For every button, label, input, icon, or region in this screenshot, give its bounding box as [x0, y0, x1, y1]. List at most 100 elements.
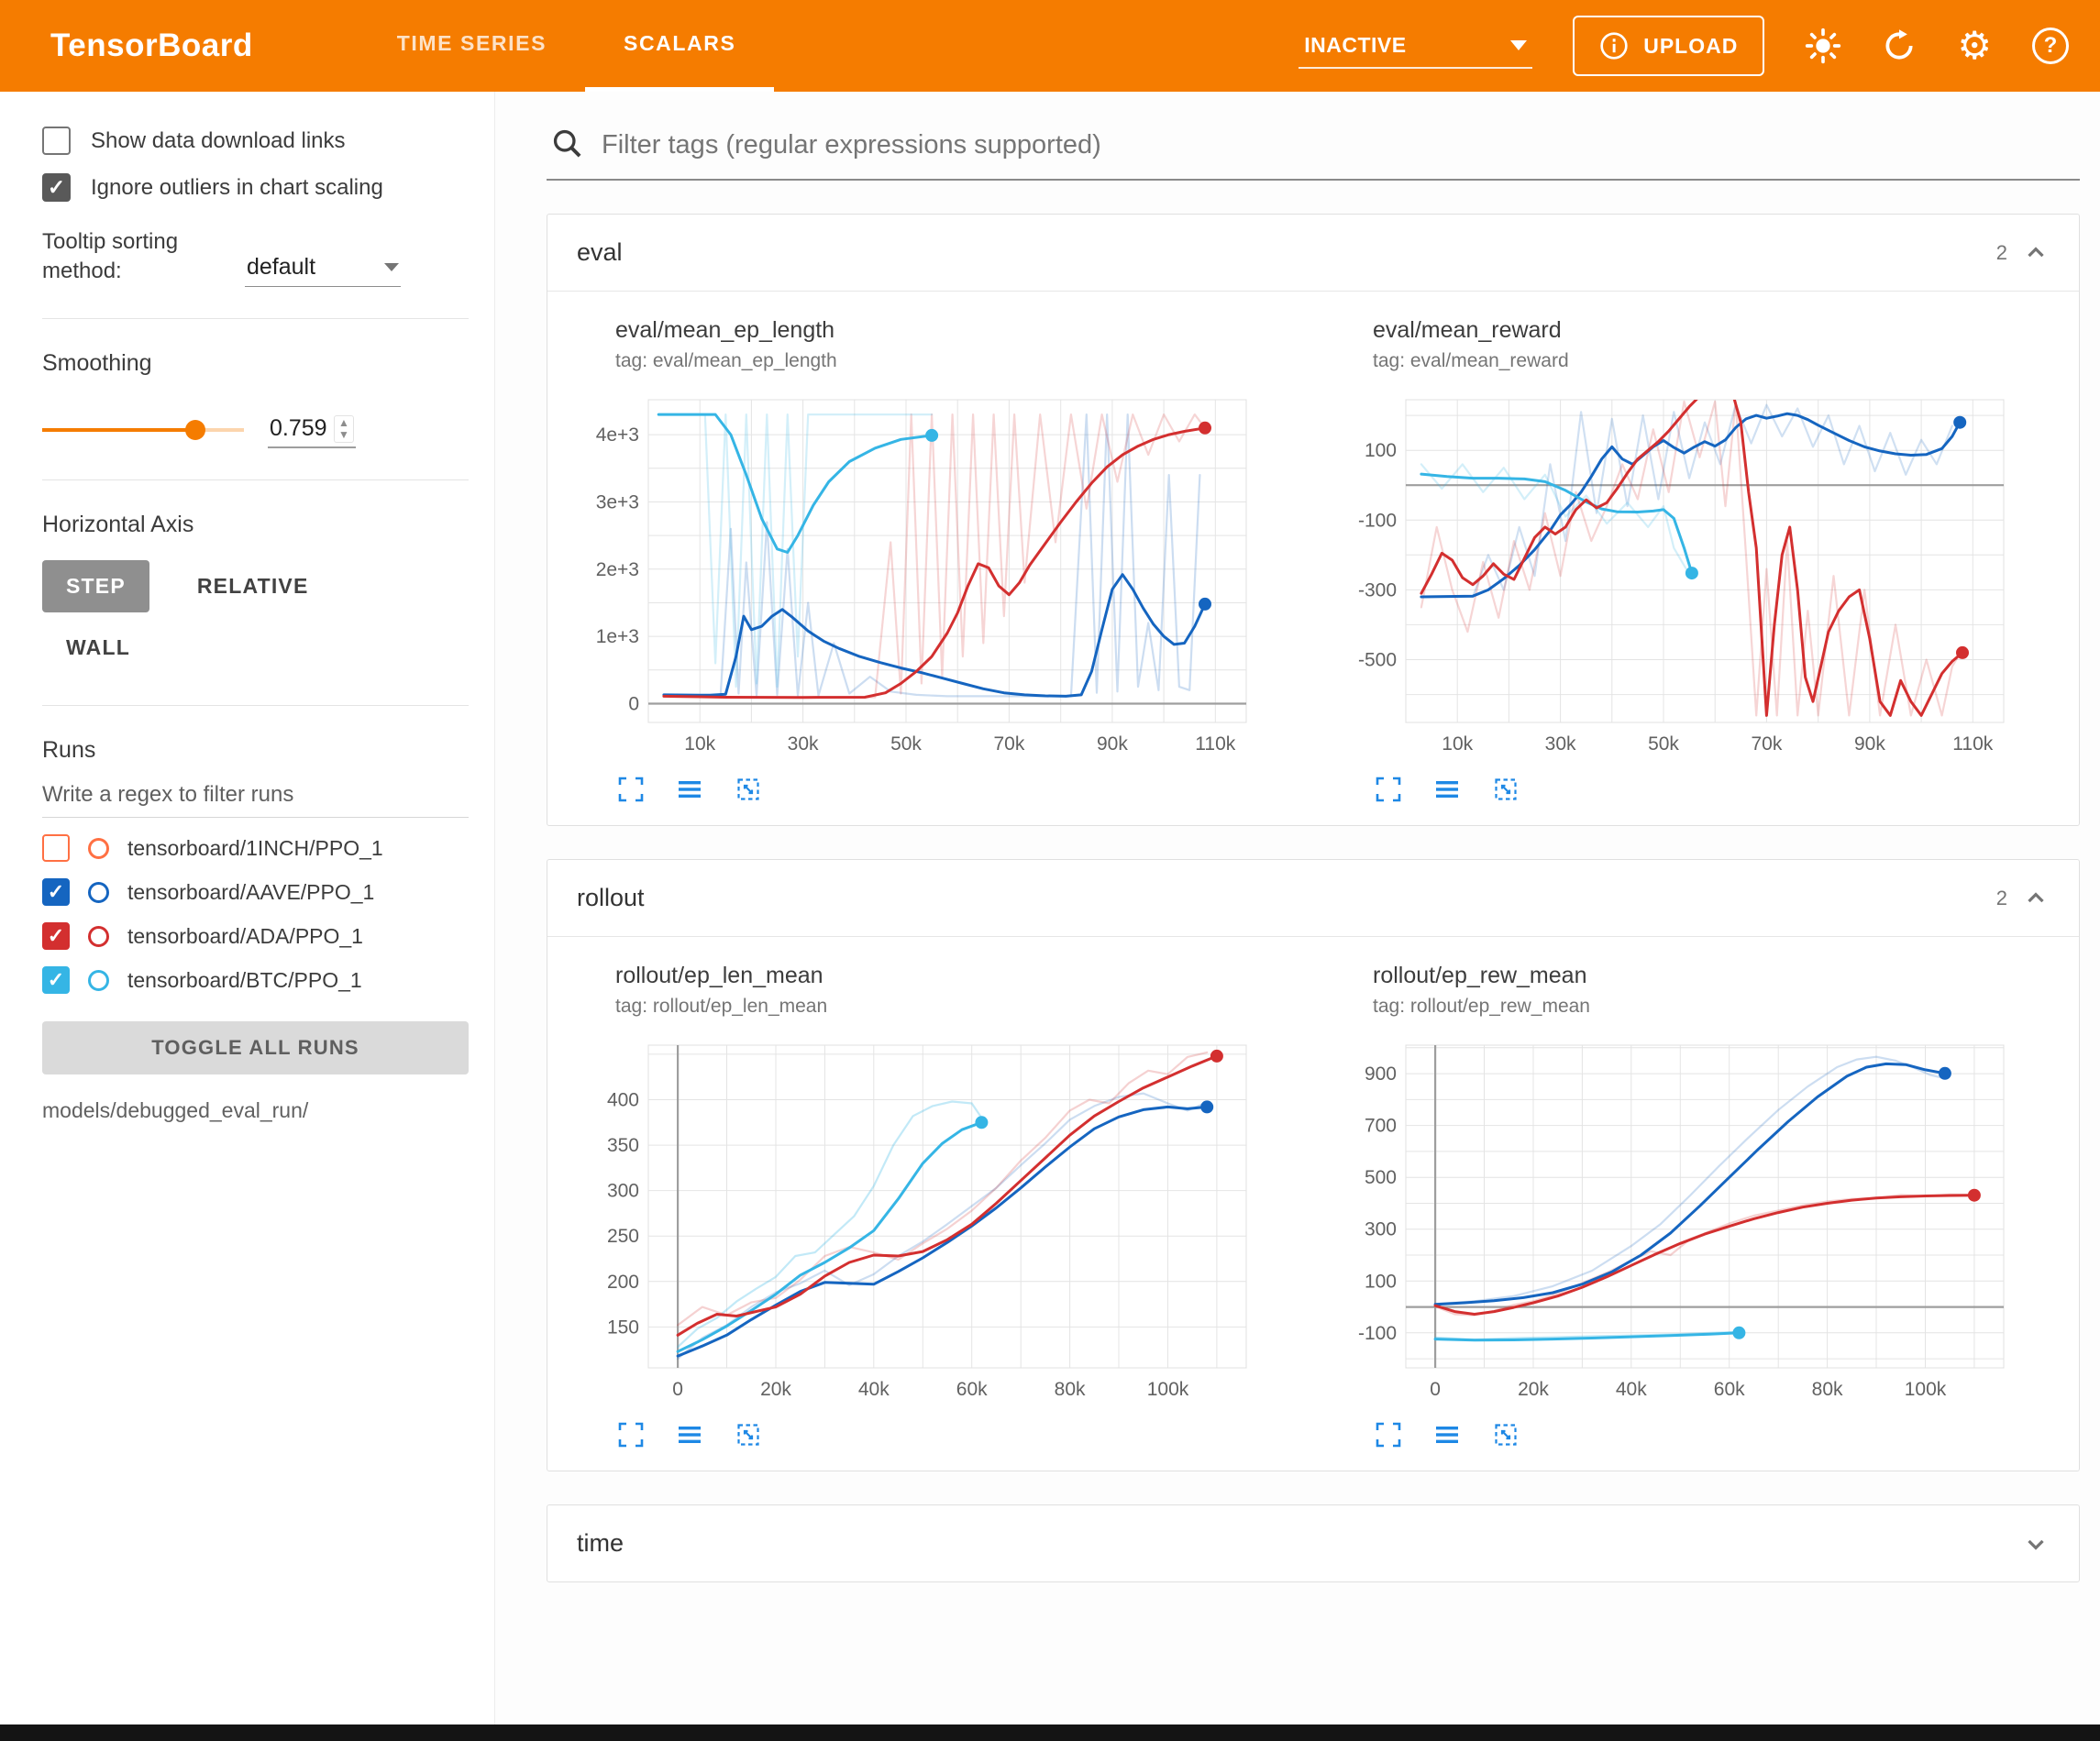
run-row-btc[interactable]: ✓ tensorboard/BTC/PPO_1 [42, 966, 469, 995]
run-color-circle [88, 837, 109, 859]
svg-text:150: 150 [607, 1317, 639, 1338]
svg-text:0: 0 [628, 694, 639, 715]
run-checkbox[interactable]: ✓ [42, 922, 70, 951]
run-row-aave[interactable]: ✓ tensorboard/AAVE/PPO_1 [42, 878, 469, 907]
chart-rollout-ep-rew-mean: rollout/ep_rew_mean tag: rollout/ep_rew_… [1340, 963, 2037, 1454]
chart-tag: tag: rollout/ep_rew_mean [1373, 996, 1590, 1017]
smoothing-slider[interactable] [42, 419, 244, 440]
collapse-chevron-icon[interactable] [2022, 1530, 2050, 1558]
svg-text:-500: -500 [1358, 650, 1397, 671]
run-label: tensorboard/AAVE/PPO_1 [127, 879, 375, 904]
upload-button-label: UPLOAD [1643, 33, 1739, 58]
svg-text:200: 200 [607, 1272, 639, 1293]
fit-domain-icon[interactable] [1492, 1421, 1520, 1449]
info-icon [1599, 31, 1629, 61]
tab-scalars[interactable]: SCALARS [585, 0, 775, 92]
status-dropdown[interactable]: INACTIVE [1299, 24, 1533, 69]
collapse-chevron-icon[interactable] [2022, 239, 2050, 267]
show-download-links-row[interactable]: Show data download links [42, 127, 469, 155]
svg-text:4e+3: 4e+3 [596, 424, 639, 446]
log-scale-lines-icon[interactable] [1433, 1421, 1461, 1449]
chart-eval-mean-reward: eval/mean_reward tag: eval/mean_reward 1… [1340, 317, 2037, 809]
run-checkbox[interactable] [42, 834, 70, 863]
run-row-ada[interactable]: ✓ tensorboard/ADA/PPO_1 [42, 922, 469, 951]
upload-button[interactable]: UPLOAD [1573, 16, 1765, 76]
card-time-header[interactable]: time [547, 1505, 2079, 1581]
svg-text:70k: 70k [993, 733, 1024, 755]
svg-text:90k: 90k [1854, 733, 1885, 755]
line-chart[interactable]: 10k 30k 50k 70k 90k 110k 100 -100 -300 -500 [1340, 387, 2018, 763]
chart-title: eval/mean_ep_length [615, 317, 835, 343]
smoothing-slider-knob[interactable] [185, 419, 206, 440]
line-chart[interactable]: 0 20k 40k 60k 80k 100k -100 100 300 500 700 900 [1340, 1032, 2018, 1408]
settings-sidebar: Show data download links ✓ Ignore outlie… [0, 92, 495, 1724]
collapse-chevron-icon[interactable] [2022, 885, 2050, 912]
card-time: time [547, 1504, 2080, 1582]
smoothing-value-input[interactable] [270, 415, 330, 443]
svg-text:250: 250 [607, 1226, 639, 1247]
runs-filter-input[interactable] [42, 769, 469, 819]
line-chart[interactable]: 0 20k 40k 60k 80k 100k 150 200 250 300 350 400 [582, 1032, 1261, 1408]
svg-text:3e+3: 3e+3 [596, 492, 639, 513]
toggle-all-runs-button[interactable]: TOGGLE ALL RUNS [42, 1021, 469, 1075]
svg-text:30k: 30k [788, 733, 819, 755]
tooltip-sorting-dropdown[interactable]: default [245, 248, 401, 287]
chart-title: rollout/ep_len_mean [615, 963, 823, 988]
expand-chart-icon[interactable] [617, 1421, 645, 1449]
axis-step-button[interactable]: STEP [42, 560, 149, 613]
expand-chart-icon[interactable] [1375, 776, 1402, 803]
show-download-links-checkbox[interactable] [42, 127, 71, 155]
run-checkbox[interactable]: ✓ [42, 878, 70, 907]
help-icon[interactable]: ? [2032, 28, 2069, 64]
runs-label: Runs [42, 737, 96, 764]
card-title: eval [577, 238, 623, 266]
svg-text:2e+3: 2e+3 [596, 559, 639, 580]
svg-text:300: 300 [607, 1181, 639, 1202]
axis-relative-button[interactable]: RELATIVE [196, 574, 309, 599]
chevron-down-icon [384, 262, 399, 271]
svg-text:50k: 50k [890, 733, 922, 755]
smoothing-spinner[interactable]: ▲ ▼ [334, 414, 354, 444]
svg-text:-100: -100 [1358, 510, 1397, 531]
card-eval: eval 2 eval/mean_ep_length tag: eval/mea… [547, 214, 2080, 826]
svg-text:100k: 100k [1147, 1379, 1189, 1400]
scalars-main-panel: eval 2 eval/mean_ep_length tag: eval/mea… [495, 92, 2100, 1724]
filter-tags-input[interactable] [602, 130, 2076, 160]
fit-domain-icon[interactable] [735, 1421, 762, 1449]
svg-text:900: 900 [1365, 1063, 1397, 1085]
chart-title: rollout/ep_rew_mean [1373, 963, 1587, 988]
run-checkbox[interactable]: ✓ [42, 966, 70, 995]
log-scale-lines-icon[interactable] [1433, 776, 1461, 803]
svg-text:1e+3: 1e+3 [596, 626, 639, 647]
ignore-outliers-label: Ignore outliers in chart scaling [91, 174, 383, 200]
smoothing-slider-fill [42, 427, 196, 432]
svg-text:20k: 20k [1518, 1379, 1549, 1400]
show-download-links-label: Show data download links [91, 127, 346, 153]
svg-text:0: 0 [672, 1379, 683, 1400]
status-dropdown-value: INACTIVE [1304, 32, 1407, 57]
brightness-icon[interactable] [1805, 28, 1841, 64]
horizontal-axis-label: Horizontal Axis [42, 512, 194, 538]
chart-tag: tag: eval/mean_ep_length [615, 350, 837, 371]
log-scale-lines-icon[interactable] [676, 776, 703, 803]
expand-chart-icon[interactable] [617, 776, 645, 803]
line-chart[interactable]: 10k 30k 50k 70k 90k 110k 0 1e+3 2e+3 3e+3 4e+3 [582, 387, 1261, 763]
tab-time-series[interactable]: TIME SERIES [396, 31, 547, 55]
expand-chart-icon[interactable] [1375, 1421, 1402, 1449]
tooltip-sorting-label: Tooltip sorting method: [42, 229, 179, 284]
ignore-outliers-row[interactable]: ✓ Ignore outliers in chart scaling [42, 173, 469, 202]
fit-domain-icon[interactable] [1492, 776, 1520, 803]
bottom-edge-strip [0, 1724, 2100, 1741]
run-row-1inch[interactable]: tensorboard/1INCH/PPO_1 [42, 834, 469, 863]
ignore-outliers-checkbox[interactable]: ✓ [42, 173, 71, 202]
refresh-icon[interactable] [1882, 28, 1917, 63]
run-label: tensorboard/BTC/PPO_1 [127, 967, 362, 992]
run-color-circle [88, 881, 109, 903]
card-rollout-header[interactable]: rollout 2 [547, 860, 2079, 937]
runs-base-dir-label: models/debugged_eval_run/ [42, 1098, 309, 1123]
card-eval-header[interactable]: eval 2 [547, 215, 2079, 292]
log-scale-lines-icon[interactable] [676, 1421, 703, 1449]
axis-wall-button[interactable]: WALL [66, 635, 130, 660]
settings-gear-icon[interactable]: ⚙ [1957, 24, 1992, 67]
fit-domain-icon[interactable] [735, 776, 762, 803]
